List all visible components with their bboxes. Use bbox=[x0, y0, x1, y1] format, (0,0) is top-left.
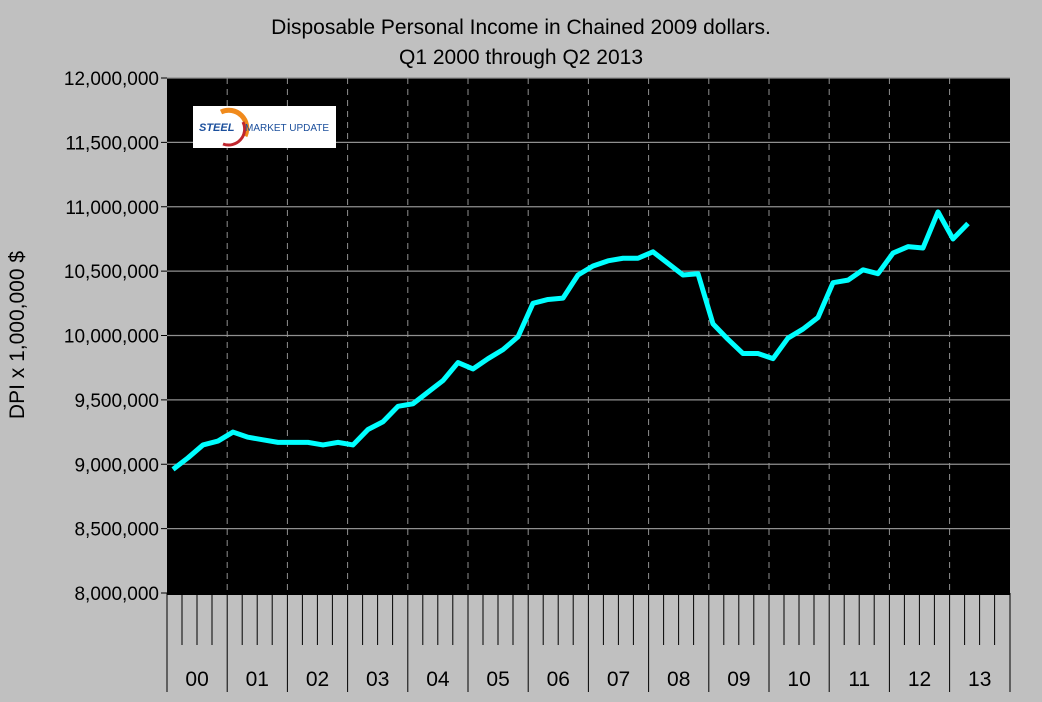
y-tick-label: 8,500,000 bbox=[74, 520, 159, 541]
chart-subtitle: Q1 2000 through Q2 2013 bbox=[398, 46, 644, 69]
x-tick-label: 04 bbox=[426, 668, 450, 691]
y-tick-label: 11,500,000 bbox=[65, 133, 159, 154]
x-tick-label: 08 bbox=[667, 668, 690, 691]
x-tick-label: 09 bbox=[727, 668, 750, 691]
x-tick-label: 03 bbox=[366, 668, 389, 691]
x-tick-label: 02 bbox=[306, 668, 329, 691]
chart-title: Disposable Personal Income in Chained 20… bbox=[271, 16, 771, 39]
x-tick-label: 10 bbox=[787, 668, 810, 691]
y-tick-label: 12,000,000 bbox=[64, 69, 159, 90]
x-tick-label: 00 bbox=[185, 668, 208, 691]
y-tick-label: 10,500,000 bbox=[64, 262, 159, 283]
x-tick-label: 13 bbox=[968, 668, 991, 691]
y-tick-label: 11,000,000 bbox=[65, 198, 159, 219]
x-tick-label: 05 bbox=[486, 668, 509, 691]
svg-text:STEEL: STEEL bbox=[199, 122, 235, 134]
x-axis bbox=[167, 592, 1010, 595]
x-tick-label: 07 bbox=[607, 668, 630, 691]
y-tick-label: 9,500,000 bbox=[74, 391, 159, 412]
y-tick-label: 10,000,000 bbox=[64, 327, 159, 348]
steel-market-update-logo: STEEL MARKET UPDATE bbox=[193, 106, 336, 148]
dpi-series-line bbox=[171, 209, 970, 472]
svg-text:MARKET UPDATE: MARKET UPDATE bbox=[245, 123, 329, 134]
y-tick-label: 9,000,000 bbox=[74, 455, 159, 476]
y-axis-label: DPI x 1,000,000 $ bbox=[6, 251, 29, 419]
x-tick-label: 01 bbox=[246, 668, 269, 691]
y-tick-label: 8,000,000 bbox=[74, 584, 159, 605]
x-tick-label: 12 bbox=[908, 668, 931, 691]
x-tick-label: 11 bbox=[848, 668, 870, 691]
x-tick-label: 06 bbox=[547, 668, 570, 691]
